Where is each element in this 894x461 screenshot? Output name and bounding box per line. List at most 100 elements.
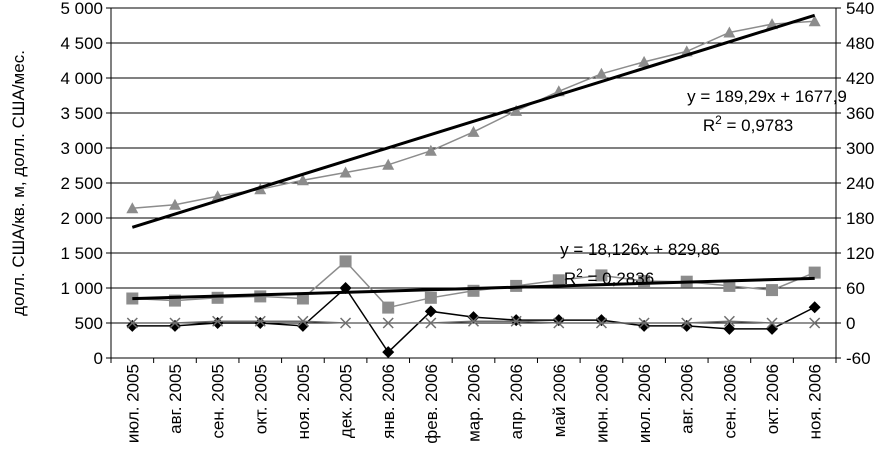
trendline-equation: y = 18,126x + 829,86 (560, 240, 720, 259)
data-point-x (169, 317, 181, 329)
trendline-equation: y = 189,29x + 1677,9 (687, 87, 847, 106)
data-point-square (382, 301, 395, 314)
data-point-x (809, 317, 821, 329)
data-point-triangle (595, 67, 608, 79)
y-right-tick-label: 420 (846, 69, 874, 88)
y-right-tick-label: 0 (846, 314, 855, 333)
x-tick-label: ноя. 2006 (806, 364, 825, 439)
data-point-x (126, 317, 138, 329)
data-point-square (552, 274, 565, 287)
data-point-x (425, 317, 437, 329)
data-point-diamond (211, 317, 224, 329)
data-point-square (467, 284, 480, 297)
x-tick-label: июл. 2006 (635, 364, 654, 443)
x-tick-label: сен. 2006 (720, 364, 739, 439)
data-point-square (723, 279, 736, 292)
y-axis-title: долл. США/кв. м, долл. США/мес. (9, 50, 28, 316)
trendline-r-squared: R2 = 0,9783 (703, 113, 793, 135)
x-tick-label: фев. 2006 (422, 364, 441, 444)
x-tick-label: янв. 2006 (379, 364, 398, 439)
series-line (132, 260, 815, 309)
x-tick-label: сен. 2005 (209, 364, 228, 439)
data-point-diamond (552, 314, 565, 327)
y-right-tick-label: 180 (846, 209, 874, 228)
data-point-x (595, 317, 607, 329)
data-point-square (211, 291, 224, 304)
y-left-tick-label: 500 (75, 314, 103, 333)
data-point-square (595, 269, 608, 282)
data-point-x (254, 315, 266, 327)
data-point-x (212, 315, 224, 327)
y-right-tick-label: 540 (846, 0, 874, 18)
x-axis-ticks: июл. 2005 авг. 2005 сен. 2005 окт. 2005 ноя.… (110, 358, 837, 444)
data-point-square (766, 284, 779, 297)
data-point-diamond (467, 311, 480, 324)
gridlines (111, 42, 836, 324)
data-point-triangle (382, 158, 395, 170)
y-left-tick-label: 5 000 (60, 0, 103, 18)
y-right-tick-label: 120 (846, 244, 874, 263)
data-point-diamond (595, 314, 608, 327)
data-point-triangle (638, 55, 651, 67)
y-right-tick-label: 60 (846, 279, 865, 298)
y-right-tick-label: 480 (846, 34, 874, 53)
data-point-triangle (510, 104, 523, 116)
data-point-x (467, 315, 480, 327)
data-point-diamond (510, 314, 523, 327)
y-right-tick-label: 240 (846, 174, 874, 193)
trendline-labels: y = 189,29x + 1677,9 R2 = 0,9783 y = 18,12… (560, 87, 847, 288)
x-tick-label: июн. 2006 (592, 364, 611, 443)
trendlines (131, 13, 816, 301)
x-tick-label: май 2006 (550, 364, 569, 437)
x-tick-label: апр. 2006 (507, 364, 526, 439)
y-right-tick-label: -60 (846, 349, 871, 368)
data-point-diamond (638, 319, 651, 332)
data-point-x (553, 317, 565, 329)
data-point-x (766, 317, 778, 329)
data-point-diamond (766, 322, 779, 335)
data-point-square (424, 291, 437, 304)
data-point-square (339, 255, 352, 268)
data-point-diamond (296, 319, 309, 332)
data-point-diamond (126, 319, 139, 332)
data-point-x (340, 317, 352, 329)
series-line (132, 20, 815, 209)
y-left-tick-label: 0 (94, 349, 103, 368)
x-tick-label: авг. 2005 (166, 364, 185, 434)
x-tick-label: окт. 2005 (251, 364, 270, 434)
data-point-x (638, 317, 650, 329)
y-left-tick-label: 1 000 (60, 279, 103, 298)
x-tick-label: авг. 2006 (678, 364, 697, 434)
data-point-diamond (424, 305, 437, 318)
data-point-triangle (467, 125, 480, 137)
y-right-tick-label: 300 (846, 139, 874, 158)
y-axis-left-ticks: 0 500 1 000 1 500 2 000 2 500 3 000 3 500 4 000 4… (60, 0, 111, 368)
data-point-triangle (808, 15, 821, 27)
trendline (132, 276, 815, 301)
y-axis-right-ticks: -60 0 60 120 180 240 300 360 420 480 540 (836, 0, 874, 368)
data-point-diamond (168, 319, 181, 332)
data-point-x (297, 315, 309, 327)
data-point-x (382, 317, 394, 329)
data-point-triangle (723, 26, 736, 38)
series-lines (126, 15, 821, 359)
data-point-diamond (382, 346, 395, 359)
data-point-x (510, 315, 522, 327)
data-point-triangle (424, 144, 437, 156)
x-tick-label: ноя. 2005 (294, 364, 313, 439)
trendline (131, 13, 816, 229)
y-left-tick-label: 2 000 (60, 209, 103, 228)
data-point-x (681, 317, 693, 329)
data-point-square (808, 266, 821, 279)
trendline-r-squared: R2 = 0,2836 (564, 266, 654, 288)
y-left-tick-label: 1 500 (60, 244, 103, 263)
y-left-tick-label: 4 500 (60, 34, 103, 53)
x-tick-label: июл. 2005 (123, 364, 142, 443)
data-point-diamond (808, 301, 821, 314)
data-point-triangle (339, 166, 352, 178)
data-point-triangle (168, 198, 181, 210)
y-right-tick-label: 360 (846, 104, 874, 123)
y-left-tick-label: 2 500 (60, 174, 103, 193)
data-point-triangle (296, 174, 309, 186)
